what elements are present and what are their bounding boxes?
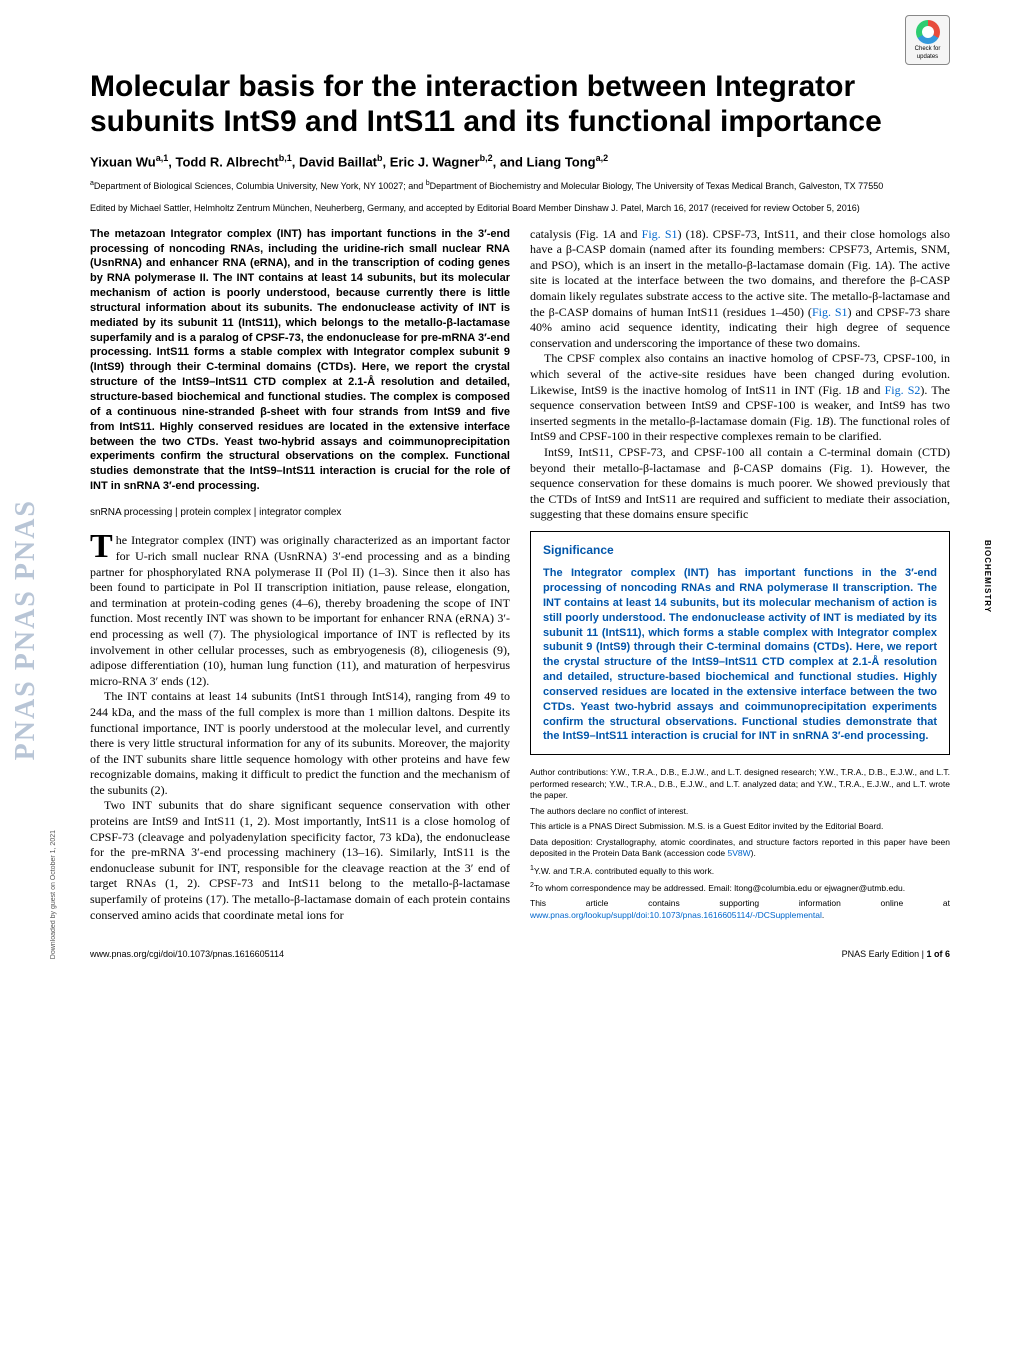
fn-equal-contribution: 1Y.W. and T.R.A. contributed equally to … [530,864,950,877]
col1-p3: Two INT subunits that do share significa… [90,798,510,923]
body-text-left: The Integrator complex (INT) was origina… [90,533,510,923]
fn-supplemental: This article contains supporting informa… [530,898,950,921]
footer-page: PNAS Early Edition | 1 of 6 [842,949,950,959]
body-text-right: catalysis (Fig. 1A and Fig. S1) (18). CP… [530,227,950,523]
check-updates-line1: Check for [915,46,941,52]
affiliations: aDepartment of Biological Sciences, Colu… [90,179,950,193]
keywords: snRNA processing | protein complex | int… [90,506,510,520]
download-note: Downloaded by guest on October 1, 2021 [50,830,57,959]
col1-p2: The INT contains at least 14 subunits (I… [90,689,510,798]
author-list: Yixuan Wua,1, Todd R. Albrechtb,1, David… [90,153,950,169]
edited-by: Edited by Michael Sattler, Helmholtz Zen… [90,203,950,215]
footnotes: Author contributions: Y.W., T.R.A., D.B.… [530,767,950,921]
col1-p1: he Integrator complex (INT) was original… [90,533,510,687]
article-title: Molecular basis for the interaction betw… [90,70,950,139]
significance-heading: Significance [543,542,937,558]
check-for-updates-badge[interactable]: Check for updates [905,15,950,65]
fn-author-contrib: Author contributions: Y.W., T.R.A., D.B.… [530,767,950,801]
dropcap: T [90,533,116,562]
fn-direct-submission: This article is a PNAS Direct Submission… [530,821,950,832]
significance-body: The Integrator complex (INT) has importa… [543,566,937,744]
col2-p1: catalysis (Fig. 1A and Fig. S1) (18). CP… [530,227,950,352]
pnas-strip-text: PNAS PNAS PNAS [10,499,50,760]
col2-p3: IntS9, IntS11, CPSF-73, and CPSF-100 all… [530,445,950,523]
section-side-tab: BIOCHEMISTRY [983,540,992,613]
page-footer: www.pnas.org/cgi/doi/10.1073/pnas.161660… [90,945,950,959]
col2-p2: The CPSF complex also contains an inacti… [530,351,950,445]
fn-conflict: The authors declare no conflict of inter… [530,806,950,817]
footer-doi: www.pnas.org/cgi/doi/10.1073/pnas.161660… [90,949,284,959]
fn-correspondence: 2To whom correspondence may be addressed… [530,881,950,894]
check-updates-line2: updates [917,54,938,60]
crossmark-icon [916,20,940,44]
right-column: catalysis (Fig. 1A and Fig. S1) (18). CP… [530,227,950,925]
left-column: The metazoan Integrator complex (INT) ha… [90,227,510,925]
pnas-sidebar-logo: PNAS PNAS PNAS [10,80,50,1180]
significance-box: Significance The Integrator complex (INT… [530,531,950,755]
abstract-text: The metazoan Integrator complex (INT) ha… [90,227,510,494]
fn-data-deposition: Data deposition: Crystallography, atomic… [530,837,950,860]
